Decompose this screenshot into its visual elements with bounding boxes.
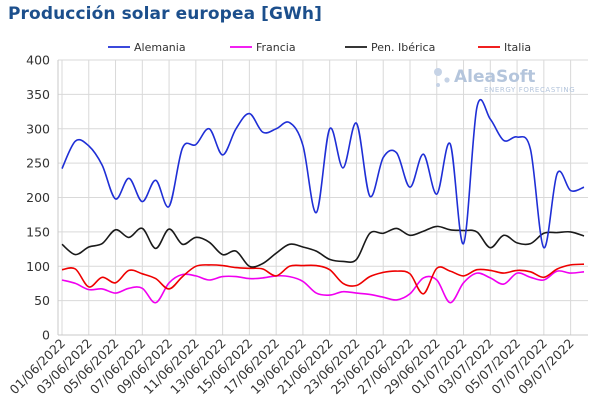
watermark-logo-icon-dot: [444, 77, 450, 83]
series-line-alemania: [61, 98, 585, 249]
legend-label: Italia: [504, 41, 531, 54]
y-tick-label: 200: [26, 190, 50, 205]
legend-label: Pen. Ibérica: [371, 41, 435, 54]
watermark-logo-icon-dot-2: [436, 83, 440, 87]
aleasoft-watermark: AleaSoft ENERGY FORECASTING: [434, 67, 575, 94]
y-tick-label: 250: [26, 156, 50, 171]
y-tick-label: 0: [42, 328, 50, 343]
y-tick-label: 400: [26, 53, 50, 68]
series-line-pen-ib-rica: [61, 225, 585, 268]
grid-lines: [58, 59, 588, 336]
series-line-italia: [61, 263, 585, 295]
series-line-francia: [61, 270, 585, 304]
y-tick-label: 50: [34, 293, 50, 308]
legend-label: Alemania: [134, 41, 186, 54]
chart-title: Producción solar europea [GWh]: [8, 4, 323, 24]
legend-label: Francia: [256, 41, 296, 54]
y-tick-label: 350: [26, 87, 50, 102]
legend: Alemania Francia Pen. Ibérica Italia: [108, 41, 531, 54]
series-lines: [61, 98, 585, 304]
watermark-name: AleaSoft: [454, 67, 535, 87]
y-tick-label: 100: [26, 259, 50, 274]
watermark-subtitle: ENERGY FORECASTING: [484, 86, 575, 94]
axes: 05010015020025030035040001/06/202203/06/…: [7, 53, 588, 397]
watermark-logo-icon: [434, 68, 442, 76]
y-tick-label: 150: [26, 224, 50, 239]
y-tick-label: 300: [26, 121, 50, 136]
